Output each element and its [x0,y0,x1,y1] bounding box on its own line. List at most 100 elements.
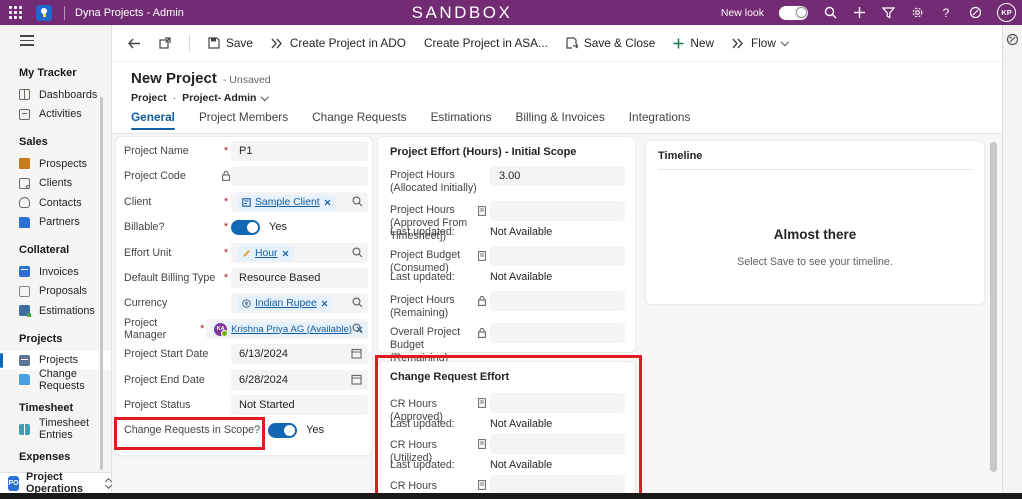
new-look-toggle[interactable] [779,5,808,20]
client-record-icon [242,197,251,207]
copilot-icon[interactable] [1006,33,1019,46]
calculated-field-icon [478,434,490,465]
billable-toggle[interactable] [231,219,260,235]
project-end-date-input[interactable]: 6/28/2024 [231,370,368,390]
lookup-search-icon[interactable] [352,247,363,258]
field-project-start-date: Project Start Date 6/13/2024 [124,344,368,364]
sidebar-item-partners[interactable]: Partners [0,213,111,233]
app-logo-icon[interactable] [36,4,52,21]
pencil-icon [243,249,250,257]
sidebar-item-contacts[interactable]: Contacts [0,193,111,213]
lookup-search-icon[interactable] [352,297,363,308]
sidebar-item-dashboards[interactable]: Dashboards [0,85,111,105]
record-header: New Project - Unsaved Project · Project- … [112,62,1002,134]
project-name-input[interactable]: P1 [231,141,368,161]
entity-name: Project [131,92,167,104]
remove-x-icon[interactable] [324,199,331,206]
area-switcher[interactable]: PO Project Operations [0,471,113,495]
remove-x-icon[interactable] [321,300,328,307]
sidebar-item-activities[interactable]: Activities [0,105,111,125]
timeline-empty-message: Select Save to see your timeline. [737,256,893,268]
app-launcher-waffle-icon[interactable] [9,6,22,19]
content-scrollbar[interactable] [990,142,997,472]
currency-pill[interactable]: Indian Rupee [237,295,333,311]
remove-x-icon[interactable] [282,250,289,257]
hours-approved-input[interactable] [490,201,625,221]
sidebar-item-prospects[interactable]: Prospects [0,154,111,174]
client-lookup[interactable]: Sample Client [231,192,368,212]
quick-create-plus-icon[interactable] [852,6,866,20]
field-client: Client * Sample Client [124,192,368,212]
divider [189,35,190,51]
change-requests-icon [19,374,30,386]
project-start-date-input[interactable]: 6/13/2024 [231,344,368,364]
tab-project-members[interactable]: Project Members [198,110,289,124]
flow-menu-button[interactable]: Flow [732,36,789,50]
tab-estimations[interactable]: Estimations [430,110,492,124]
sitemap-collapse-icon[interactable] [20,35,34,49]
sidebar-item-invoices[interactable]: Invoices [0,262,111,282]
hours-remaining-input[interactable] [490,291,625,311]
project-manager-pill[interactable]: KA Krishna Priya AG (Available) [212,321,368,337]
settings-gear-icon[interactable] [910,6,924,20]
lookup-search-icon[interactable] [352,323,363,334]
sidebar-item-estimations[interactable]: Estimations [0,301,111,321]
open-in-new-window-icon[interactable] [159,37,171,49]
tab-integrations[interactable]: Integrations [628,110,691,124]
sidebar-item-change-requests[interactable]: Change Requests [0,368,111,392]
project-manager-lookup[interactable]: KA Krishna Priya AG (Available) [206,319,368,339]
tab-change-requests[interactable]: Change Requests [312,110,407,124]
cr-hours-utilized-input[interactable] [490,434,625,454]
tab-general[interactable]: General [131,110,175,130]
hours-allocated-input[interactable]: 3.00 [490,166,625,186]
field-change-requests-in-scope: Change Requests in Scope? Yes [124,422,325,438]
app-title[interactable]: Dyna Projects - Admin [75,6,184,19]
new-button[interactable]: New [673,36,714,50]
sidebar-item-timesheet-entries[interactable]: Timesheet Entries [0,417,111,441]
currency-lookup[interactable]: Indian Rupee [231,293,368,313]
tab-billing-invoices[interactable]: Billing & Invoices [515,110,605,124]
sidebar-scrollbar[interactable] [100,97,103,470]
field-cr-hours-utilized: CR Hours (Utilized) [390,434,625,465]
filter-icon[interactable] [881,6,895,20]
form-selector[interactable]: Project- Admin [182,92,257,104]
command-bar: Save Create Project in ADO Create Projec… [112,25,1002,62]
cr-hours-remaining-input[interactable] [490,475,625,495]
create-project-in-asa-button[interactable]: Create Project in ASA... [423,36,548,50]
right-rail [1002,25,1022,493]
project-code-input[interactable] [231,166,368,186]
client-pill[interactable]: Sample Client [237,194,336,210]
calendar-icon[interactable] [351,374,362,385]
effort-unit-lookup[interactable]: Hour [231,243,368,263]
budget-consumed-input[interactable] [490,246,625,266]
field-hours-allocated: Project Hours (Allocated Initially) 3.00 [390,166,625,195]
field-hours-approved: Project Hours (Approved From Timesheet]) [390,201,625,243]
required-marker: * [223,247,229,259]
sidebar-item-clients[interactable]: Clients [0,174,111,194]
create-project-in-ado-button[interactable]: Create Project in ADO [271,36,406,50]
project-effort-card: Project Effort (Hours) - Initial Scope P… [377,136,636,364]
clients-icon [19,177,30,189]
overall-budget-remaining-input[interactable] [490,323,625,343]
back-button[interactable] [128,38,141,49]
project-status-select[interactable]: Not Started [231,395,368,415]
last-updated-label: Last updated: [390,226,455,238]
save-and-close-button[interactable]: Save & Close [566,36,655,50]
search-icon[interactable] [823,6,837,20]
invoices-icon [19,266,30,278]
chevron-down-icon [261,93,270,101]
help-icon[interactable]: ? [942,5,950,20]
cr-hours-approved-input[interactable] [490,393,625,413]
lookup-search-icon[interactable] [352,196,363,207]
site-map-sidebar: My Tracker Dashboards Activities Sales P… [0,25,113,495]
field-default-billing-type: Default Billing Type * Resource Based [124,268,368,288]
sidebar-item-projects[interactable]: Projects [0,350,111,370]
cr-in-scope-toggle[interactable] [268,422,298,438]
calendar-icon[interactable] [351,348,362,359]
sidebar-item-proposals[interactable]: Proposals [0,282,111,302]
feedback-icon[interactable] [968,6,982,20]
user-avatar[interactable]: KP [997,3,1016,22]
effort-unit-pill[interactable]: Hour [237,245,294,261]
default-billing-type-select[interactable]: Resource Based [231,268,368,288]
save-button[interactable]: Save [208,36,253,50]
